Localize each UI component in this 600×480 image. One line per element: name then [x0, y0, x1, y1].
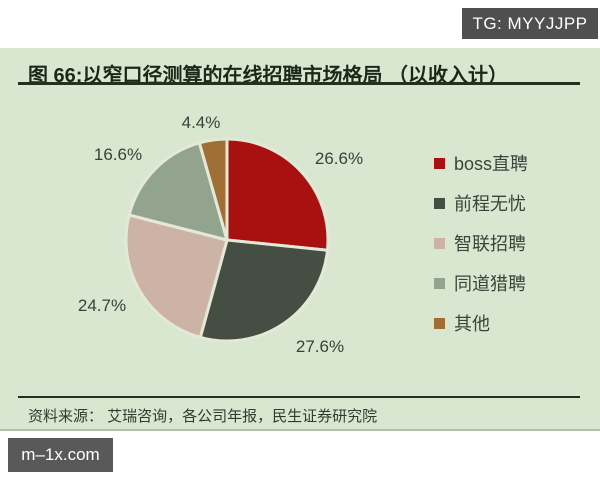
legend-marker-icon [434, 157, 445, 169]
legend-label: 前程无忧 [454, 194, 526, 214]
pie-slice-boss直聘 [225, 137, 330, 252]
slice-label-qiancheng: 27.6% [295, 337, 345, 356]
pie-slice-同道猎聘 [127, 141, 229, 242]
site-watermark-badge: m–1x.com [8, 438, 113, 472]
legend-label: 同道猎聘 [454, 274, 526, 294]
site-watermark-text: m–1x.com [21, 445, 100, 464]
slice-label-tongdao: 16.6% [93, 145, 143, 164]
legend-item-zhilian: 智联招聘 [434, 223, 594, 263]
legend-marker-icon [434, 317, 445, 329]
legend-marker-icon [434, 277, 445, 289]
slice-label-boss: 26.6% [314, 149, 364, 168]
telegram-watermark-badge: TG: MYYJJPP [462, 8, 598, 39]
legend-label: boss直聘 [454, 154, 529, 174]
pie-chart [124, 137, 330, 343]
source-divider [18, 396, 580, 398]
telegram-watermark-text: TG: MYYJJPP [472, 13, 588, 33]
slice-label-zhilian: 24.7% [77, 296, 127, 315]
title-underline [18, 82, 580, 85]
pie-slice-其他 [197, 137, 229, 242]
figure-panel: 图 66:以窄口径测算的在线招聘市场格局 （以收入计） 26.6% 27.6% … [0, 48, 600, 431]
legend-item-qiancheng: 前程无忧 [434, 183, 594, 223]
slice-label-other: 4.4% [181, 113, 221, 132]
legend-item-other: 其他 [434, 303, 594, 343]
legend-label: 智联招聘 [454, 234, 526, 254]
pie-slice-前程无忧 [198, 238, 329, 343]
pie-slice-智联招聘 [124, 213, 229, 339]
legend-item-tongdao: 同道猎聘 [434, 263, 594, 303]
legend-marker-icon [434, 197, 445, 209]
figure-title: 图 66:以窄口径测算的在线招聘市场格局 （以收入计） [28, 65, 509, 87]
chart-legend: boss直聘 前程无忧 智联招聘 同道猎聘 其他 [434, 143, 594, 343]
legend-label: 其他 [454, 314, 490, 334]
legend-item-boss: boss直聘 [434, 143, 594, 183]
legend-marker-icon [434, 237, 445, 249]
source-note: 资料来源： 艾瑞咨询，各公司年报，民生证券研究院 [28, 408, 378, 425]
